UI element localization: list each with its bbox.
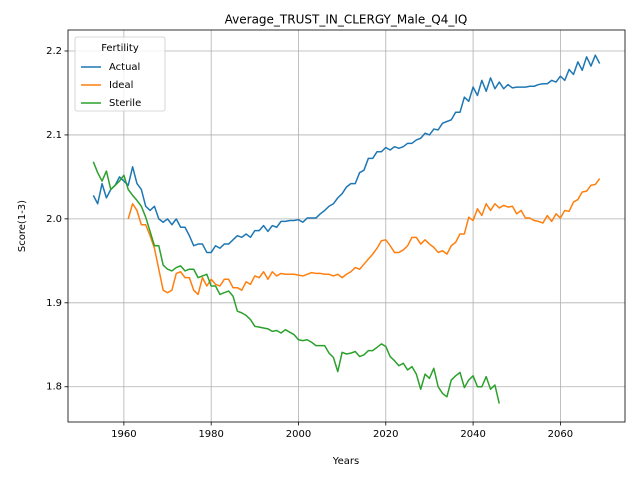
legend-label: Sterile: [109, 98, 141, 109]
x-tick-label: 2060: [548, 429, 573, 440]
legend-title: Fertility: [101, 43, 139, 54]
series-line: [92, 161, 501, 404]
series-line: [127, 178, 601, 296]
y-tick-label: 2.2: [46, 46, 62, 57]
chart-title: Average_TRUST_IN_CLERGY_Male_Q4_IQ: [225, 13, 468, 27]
legend-label: Ideal: [109, 80, 133, 91]
legend: Fertility Actual Ideal Sterile: [74, 36, 166, 112]
x-tick-label: 2020: [373, 429, 398, 440]
y-axis-label: Score(1-3): [17, 200, 28, 252]
legend-label: Actual: [109, 62, 140, 73]
x-tick-label: 1960: [111, 429, 136, 440]
x-axis-label: Years: [332, 456, 359, 467]
legend-frame: [74, 36, 166, 112]
y-tick-label: 1.9: [46, 298, 62, 309]
y-tick-label: 2.0: [46, 214, 62, 225]
x-tick-label: 1980: [198, 429, 223, 440]
axes-frame: [67, 29, 626, 423]
x-tick-label: 2040: [460, 429, 485, 440]
y-tick-label: 2.1: [46, 130, 62, 141]
x-tick-label: 2000: [286, 429, 311, 440]
y-tick-label: 1.8: [46, 382, 62, 393]
series-line: [92, 54, 601, 254]
